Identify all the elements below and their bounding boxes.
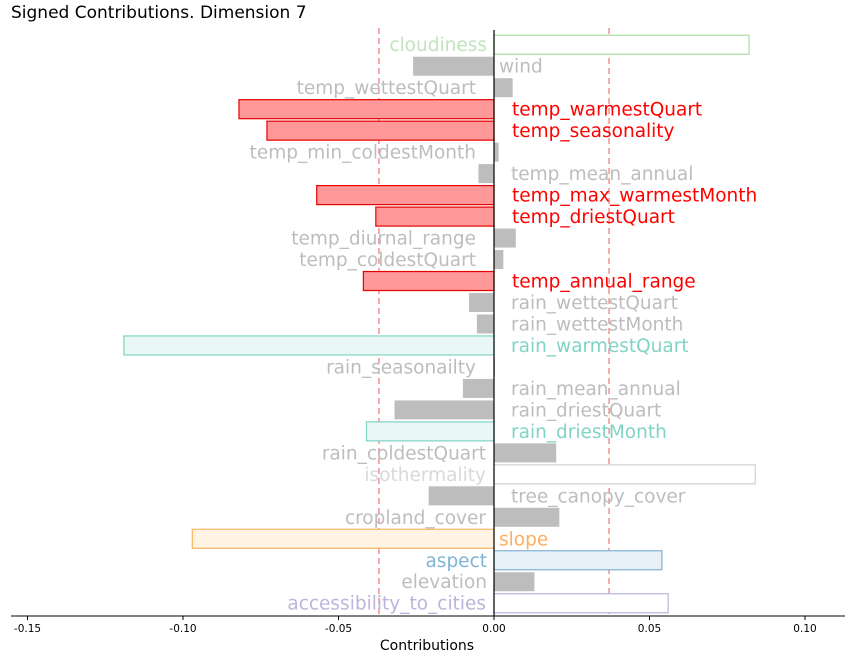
bar-label-accessibility-to-cities: accessibility_to_cities: [287, 594, 486, 615]
bar-label-temp-warmestquart: temp_warmestQuart: [512, 100, 702, 121]
bar-label-tree-canopy-cover: tree_canopy_cover: [511, 486, 686, 507]
x-tick-label: -0.15: [14, 623, 41, 635]
bar-label-temp-min-coldestmonth: temp_min_coldestMonth: [250, 143, 476, 164]
bar-rain-coldestquart: [494, 443, 557, 463]
bar-rain-wettestquart: [469, 293, 494, 312]
bar-isothermality: [493, 464, 756, 485]
x-tick-label: 0.00: [482, 623, 505, 635]
bars-group: [123, 34, 756, 614]
bar-rain-driestmonth: [365, 421, 495, 442]
bar-label-isothermality: isothermality: [364, 465, 486, 486]
bar-labels-group: cloudiness wind temp_wettestQuart temp_warm…: [250, 35, 758, 614]
bar-temp-annual-range: [362, 270, 495, 292]
bar-label-temp-coldestquart: temp_coldestQuart: [299, 250, 476, 271]
bar-label-cloudiness: cloudiness: [389, 35, 487, 56]
bar-label-slope: slope: [499, 529, 548, 550]
bar-temp-warmestquart: [238, 99, 495, 120]
bar-accessibility-to-cities: [493, 593, 669, 614]
bar-label-elevation: elevation: [401, 572, 487, 593]
x-tick-label: 0.10: [793, 623, 816, 635]
x-tick-label: -0.10: [169, 623, 196, 635]
bar-label-rain-wettestquart: rain_wettestQuart: [511, 293, 678, 314]
bar-temp-seasonality: [266, 120, 495, 141]
bar-label-cropland-cover: cropland_cover: [345, 508, 486, 529]
bar-cloudiness: [493, 34, 750, 55]
bar-temp-diurnal-range: [494, 228, 516, 248]
x-tick-label: -0.05: [325, 623, 352, 635]
bar-label-temp-seasonality: temp_seasonality: [512, 121, 675, 142]
bar-label-temp-driestquart: temp_driestQuart: [512, 207, 675, 228]
bar-temp-driestquart: [375, 206, 495, 227]
bar-label-rain-warmestquart: rain_warmestQuart: [511, 336, 689, 357]
x-tick-label: 0.05: [638, 623, 661, 635]
bar-label-temp-annual-range: temp_annual_range: [512, 272, 696, 293]
bar-label-temp-mean-annual: temp_mean_annual: [511, 164, 693, 185]
bar-tree-canopy-cover: [428, 486, 494, 506]
bar-label-temp-diurnal-range: temp_diurnal_range: [291, 229, 476, 250]
bar-label-rain-coldestquart: rain_coldestQuart: [322, 443, 486, 464]
bar-label-temp-wettestquart: temp_wettestQuart: [297, 78, 476, 99]
bar-rain-warmestquart: [123, 335, 495, 356]
bar-label-rain-driestquart: rain_driestQuart: [511, 400, 661, 421]
x-axis: -0.15 -0.10 -0.05 0.00 0.05 0.10: [11, 615, 845, 635]
chart-title: Signed Contributions. Dimension 7: [11, 3, 307, 23]
bar-label-wind: wind: [499, 57, 543, 78]
bar-slope: [191, 528, 495, 549]
bar-temp-max-warmestmonth: [316, 185, 495, 206]
bar-rain-driestquart: [394, 400, 494, 420]
bar-temp-min-coldestmonth: [494, 142, 499, 162]
x-axis-label: Contributions: [380, 638, 474, 654]
bar-label-rain-seasonailty: rain_seasonailty: [326, 357, 476, 378]
bar-wind: [413, 56, 494, 76]
bar-rain-mean-annual: [462, 378, 494, 398]
bar-label-rain-mean-annual: rain_mean_annual: [511, 379, 681, 400]
bar-elevation: [494, 572, 535, 592]
bar-temp-mean-annual: [478, 164, 494, 184]
bar-temp-wettestquart: [494, 78, 513, 98]
bar-label-aspect: aspect: [425, 551, 487, 572]
bar-temp-coldestquart: [494, 250, 504, 270]
bar-label-rain-driestmonth: rain_driestMonth: [511, 422, 667, 443]
bar-label-temp-max-warmestmonth: temp_max_warmestMonth: [512, 186, 757, 207]
bar-aspect: [493, 550, 663, 571]
bar-cropland-cover: [494, 507, 560, 527]
bar-rain-wettestmonth: [476, 314, 494, 334]
threshold-lines: [378, 28, 610, 616]
bar-label-rain-wettestmonth: rain_wettestMonth: [511, 314, 683, 335]
